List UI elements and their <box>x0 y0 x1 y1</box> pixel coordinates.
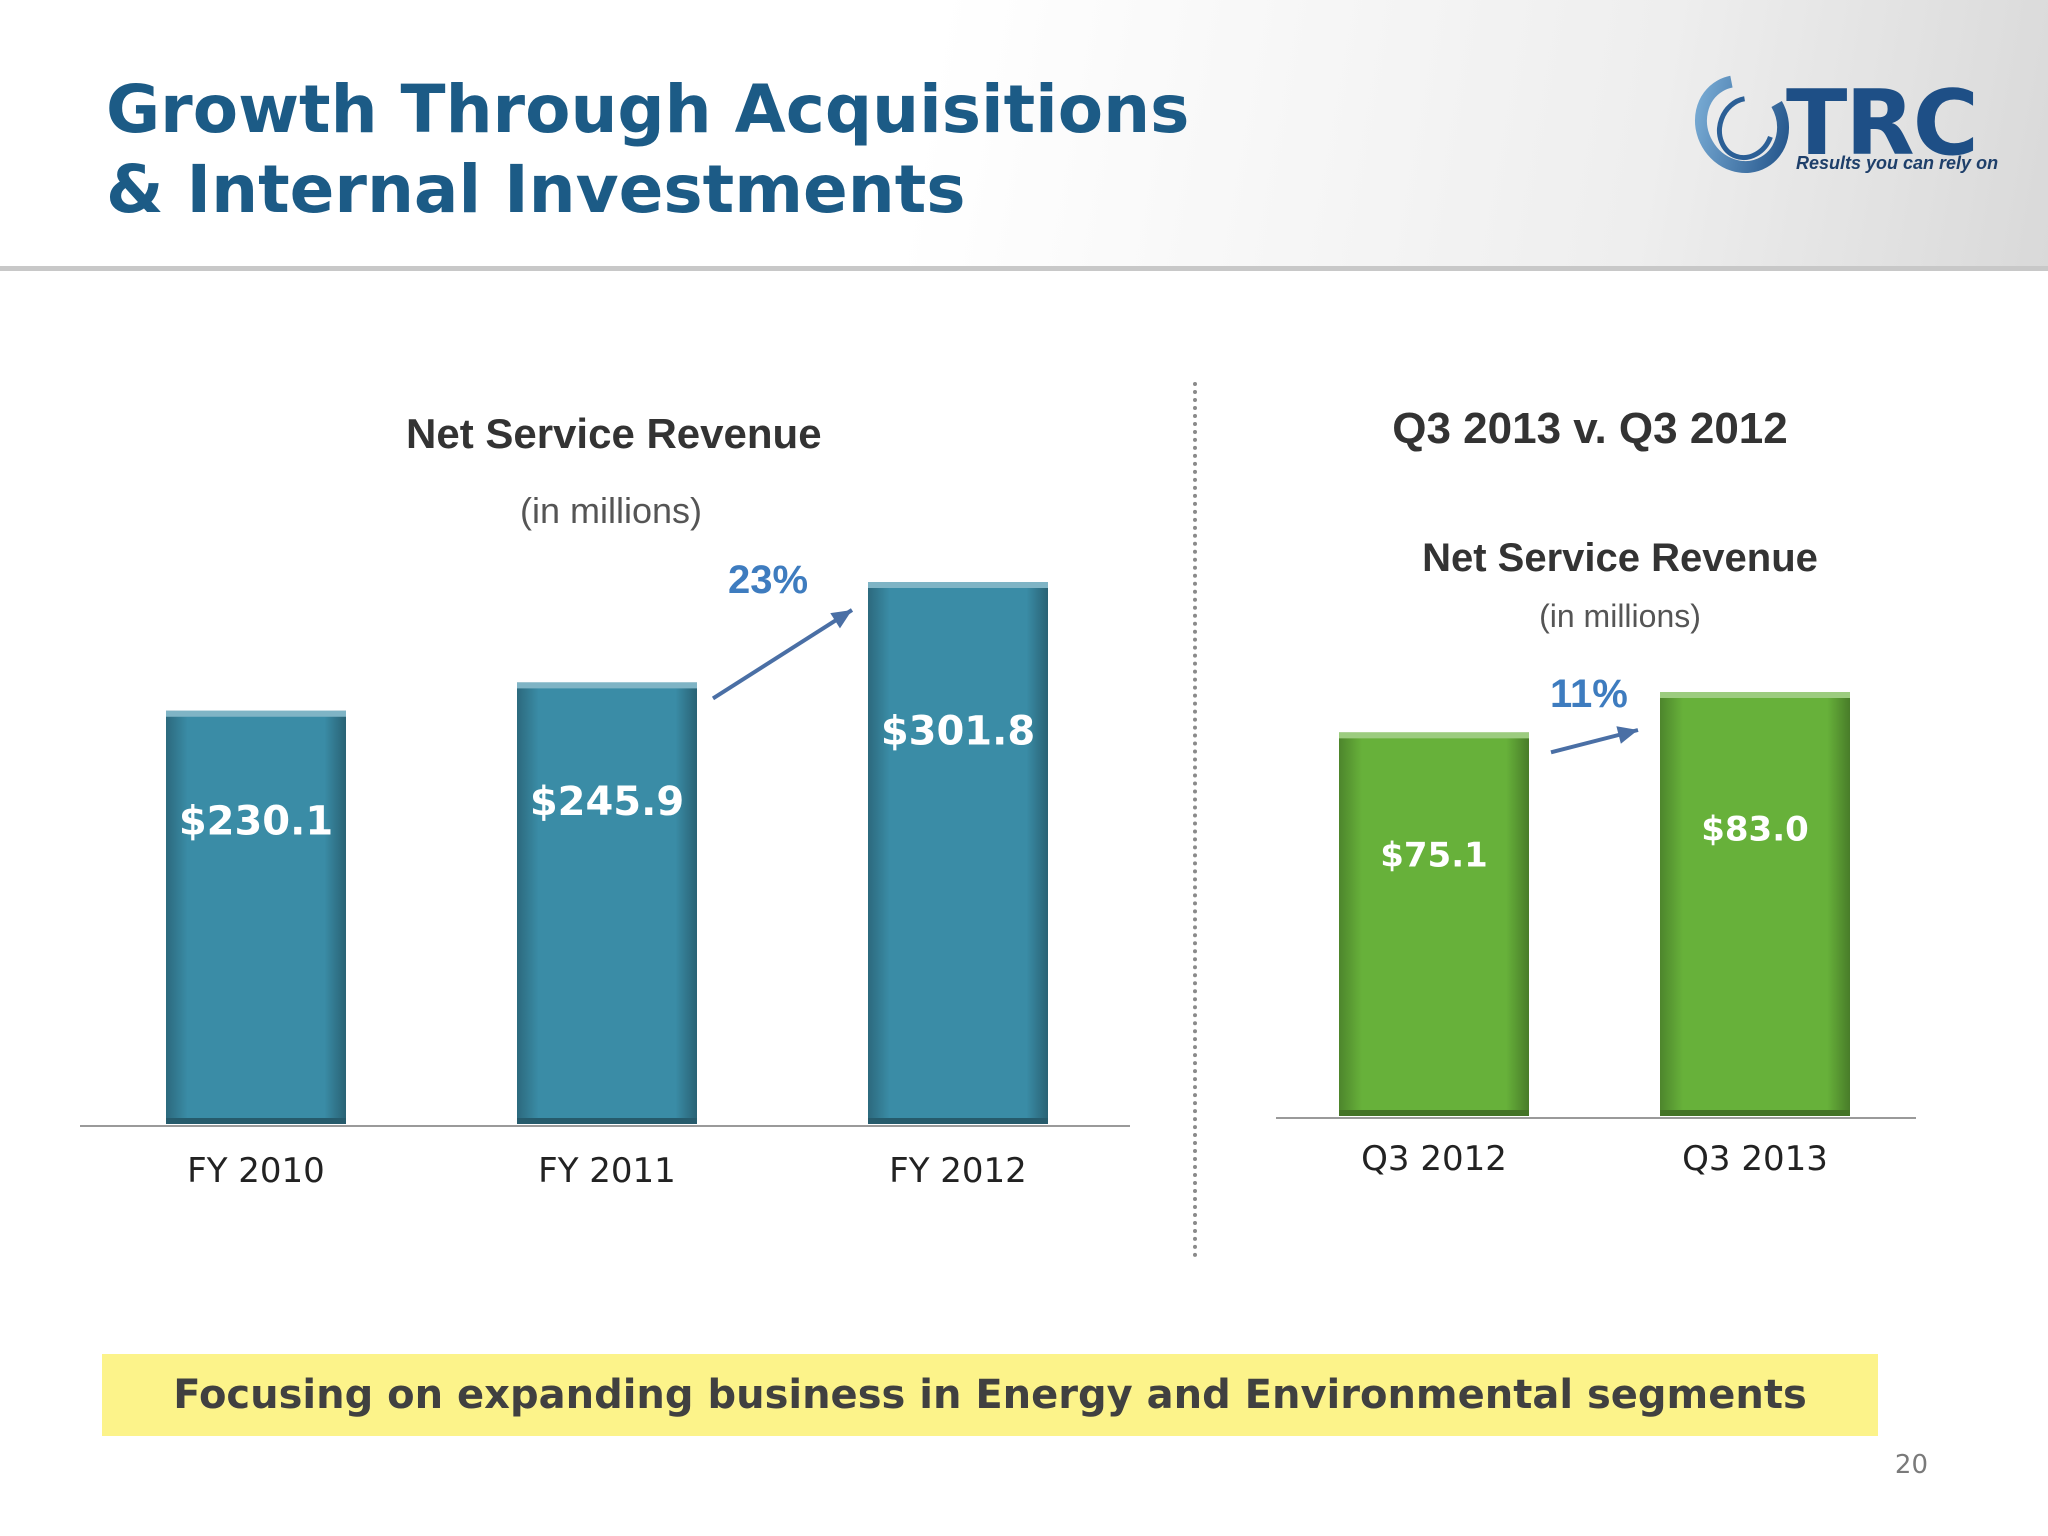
bar-value-label-annual-1: $245.9 <box>530 779 684 825</box>
page-title: Growth Through Acquisitions & Internal I… <box>106 70 1189 230</box>
callout-banner: Focusing on expanding business in Energy… <box>102 1354 1878 1436</box>
annual-chart-title: Net Service Revenue <box>406 410 822 457</box>
annual-revenue-chart: $230.1 FY 2010 $245.9 FY 2011 $301.8 FY 2012 <box>80 582 1130 1191</box>
category-label-quarterly-1: Q3 2013 <box>1682 1139 1828 1179</box>
growth-arrow-icon-quarterly <box>1550 726 1639 755</box>
bar-quarterly-0 <box>1339 732 1529 1116</box>
page-title-line-2: & Internal Investments <box>106 151 966 228</box>
callout-text: Focusing on expanding business in Energy… <box>173 1372 1807 1418</box>
quarterly-chart-title: Net Service Revenue <box>1422 536 1818 580</box>
bar-value-label-annual-2: $301.8 <box>881 709 1035 755</box>
bar-annual-0 <box>166 710 346 1124</box>
bar-value-label-annual-0: $230.1 <box>179 799 333 845</box>
quarterly-chart-subtitle: (in millions) <box>1539 598 1701 634</box>
page-number: 20 <box>1894 1450 1928 1480</box>
logo-tagline: Results you can rely on <box>1796 153 1999 173</box>
annual-chart-subtitle: (in millions) <box>519 490 703 531</box>
bar-value-label-quarterly-0: $75.1 <box>1380 836 1488 876</box>
category-label-quarterly-0: Q3 2012 <box>1361 1139 1507 1179</box>
growth-arrow-icon-annual <box>711 608 854 701</box>
category-label-annual-0: FY 2010 <box>187 1151 325 1191</box>
category-label-annual-2: FY 2012 <box>889 1151 1027 1191</box>
bar-value-label-quarterly-1: $83.0 <box>1701 809 1809 849</box>
quarterly-growth-label: 11% <box>1550 672 1628 716</box>
annual-growth-label: 23% <box>728 558 809 602</box>
logo-wordmark: TRC <box>1786 71 1977 176</box>
trc-logo: TRC <box>1694 71 1979 176</box>
quarterly-revenue-chart: $75.1 Q3 2012 $83.0 Q3 2013 <box>1276 692 1916 1179</box>
bar-quarterly-1 <box>1660 692 1850 1116</box>
page-title-line-1: Growth Through Acquisitions <box>106 71 1190 148</box>
bar-annual-1 <box>517 682 697 1124</box>
bar-annual-2 <box>868 582 1048 1124</box>
comparison-title: Q3 2013 v. Q3 2012 <box>1392 404 1788 453</box>
header-divider <box>0 266 2048 271</box>
chart-divider <box>1193 382 1197 1258</box>
category-label-annual-1: FY 2011 <box>538 1151 676 1191</box>
